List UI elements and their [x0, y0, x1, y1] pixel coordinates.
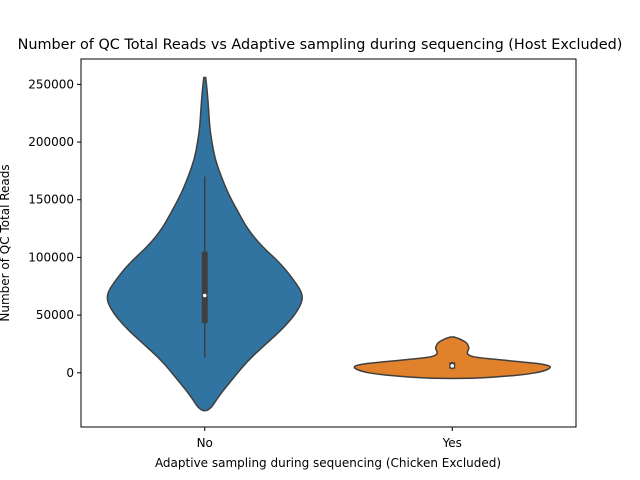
y-tick-label: 250000	[28, 77, 74, 91]
violin-body-yes	[353, 336, 551, 380]
plot-frame	[80, 58, 577, 428]
y-axis: 0 50000 100000 150000 200000 250000	[28, 77, 81, 380]
y-tick-label: 50000	[36, 308, 74, 322]
x-axis: No Yes	[197, 427, 462, 450]
violin-median-yes	[450, 364, 455, 368]
x-axis-label: Adaptive sampling during sequencing (Chi…	[155, 456, 501, 470]
x-tick-label: No	[197, 436, 213, 450]
chart-title: Number of QC Total Reads vs Adaptive sam…	[18, 37, 623, 53]
violin-iqr-box-no	[201, 251, 208, 324]
y-tick-label: 150000	[28, 193, 74, 207]
x-tick-label: Yes	[442, 436, 462, 450]
violins-layer	[106, 76, 551, 412]
y-tick-label: 200000	[28, 135, 74, 149]
y-tick-label: 0	[66, 366, 74, 380]
y-axis-label: Number of QC Total Reads	[0, 164, 12, 321]
violin-median-no	[202, 293, 207, 298]
y-tick-label: 100000	[28, 250, 74, 264]
